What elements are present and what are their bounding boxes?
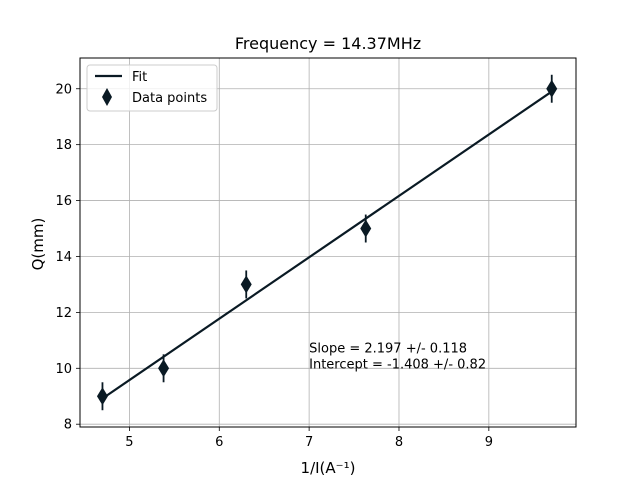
x-tick-label: 7	[305, 435, 313, 450]
x-tick-label: 6	[215, 435, 223, 450]
annotation-line: Slope = 2.197 +/- 0.118	[309, 341, 467, 356]
y-tick-label: 20	[55, 82, 72, 97]
legend-data-points-label: Data points	[132, 91, 207, 106]
x-tick-label: 9	[485, 435, 493, 450]
legend: Fit Data points	[86, 64, 218, 112]
x-axis-ticks: 5 6 7 8 9	[125, 427, 493, 450]
y-axis-ticks: 8 10 12 14 16 18 20	[55, 82, 80, 433]
x-tick-label: 5	[125, 435, 133, 450]
y-tick-label: 18	[55, 138, 72, 153]
annotation-line: Intercept = -1.408 +/- 0.82	[309, 357, 486, 372]
x-axis-label: 1/I(A⁻¹)	[301, 459, 356, 477]
legend-fit-label: Fit	[132, 70, 147, 85]
y-tick-label: 8	[64, 418, 72, 433]
fit-line	[100, 90, 554, 401]
y-tick-label: 12	[55, 306, 72, 321]
y-tick-label: 14	[55, 250, 72, 265]
legend-data-points-swatch	[102, 88, 112, 106]
data-points-series	[96, 74, 558, 411]
data-point	[360, 219, 372, 238]
data-point	[96, 387, 108, 406]
fit-line-series	[100, 90, 554, 401]
chart-title: Frequency = 14.37MHz	[235, 34, 421, 53]
x-tick-label: 8	[395, 435, 403, 450]
y-tick-label: 10	[55, 362, 72, 377]
data-point	[240, 275, 252, 294]
data-point	[546, 79, 558, 98]
data-point	[158, 359, 170, 378]
plot-frame	[79, 57, 577, 428]
y-tick-label: 16	[55, 194, 72, 209]
y-axis-label: Q(mm)	[29, 218, 47, 271]
